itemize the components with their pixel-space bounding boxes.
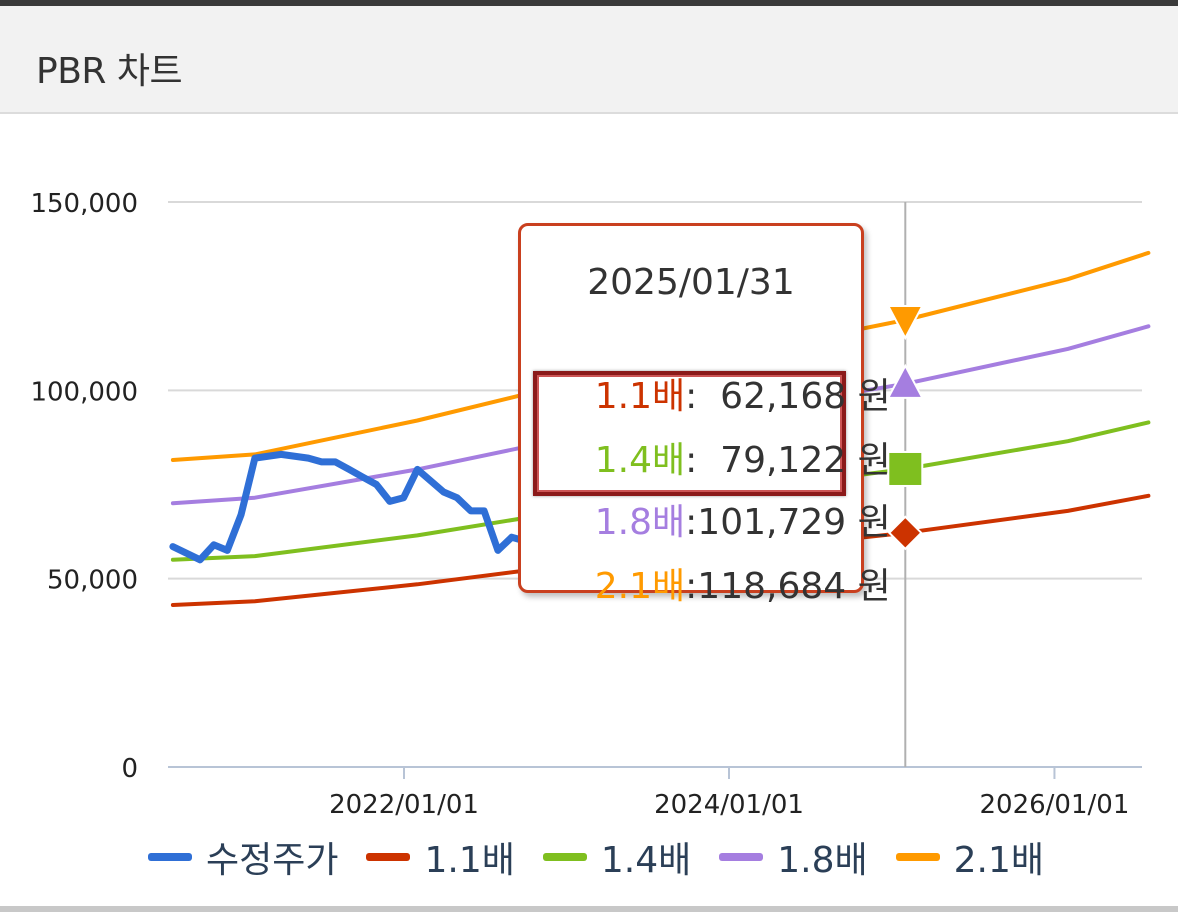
tooltip-date: 2025/01/31 xyxy=(587,262,795,303)
legend-swatch xyxy=(719,853,764,861)
legend-swatch xyxy=(895,853,940,861)
tooltip-value: 62,168 xyxy=(720,376,847,417)
page-title: PBR 차트 xyxy=(36,51,183,92)
tooltip-label: 1.8배 xyxy=(594,502,686,543)
legend-item-2-1x[interactable]: 2.1배 xyxy=(895,831,1044,883)
tooltip-label: 1.4배 xyxy=(594,440,686,481)
legend-item-1-8x[interactable]: 1.8배 xyxy=(719,831,868,883)
legend-label: 수정주가 xyxy=(206,840,339,881)
marker-square xyxy=(887,450,924,487)
marker-diamond xyxy=(887,515,923,551)
marker-triangle-down xyxy=(886,304,924,341)
tooltip-row-1-4: 1.4배: 79,122 원 xyxy=(549,390,891,524)
tooltip-row-1-1: 1.1배: 62,168 원 xyxy=(549,326,891,460)
tooltip-value: 101,729 xyxy=(697,502,847,543)
chart-header: PBR 차트 xyxy=(0,6,1178,114)
tooltip-label: 1.1배 xyxy=(594,376,686,417)
legend-item-1-4x[interactable]: 1.4배 xyxy=(542,831,692,883)
tooltip-row-2-1: 2.1배:118,684 원 xyxy=(549,516,891,650)
tooltip-unit: 원 xyxy=(846,566,891,607)
y-tick-label: 150,000 xyxy=(30,189,138,219)
tooltip-value: 118,684 xyxy=(697,566,847,607)
tooltip-separator: : xyxy=(685,566,698,607)
legend-swatch xyxy=(366,853,411,861)
tooltip-unit: 원 xyxy=(846,440,891,481)
legend-label: 2.1배 xyxy=(953,840,1044,881)
chart-tooltip: 2025/01/31 1.1배: 62,168 원 1.4배: 79,122 원… xyxy=(518,223,891,607)
tooltip-separator: : xyxy=(685,440,721,481)
x-tick-label: 2022/01/01 xyxy=(329,790,479,820)
y-tick-label: 0 xyxy=(121,754,138,784)
tooltip-unit: 원 xyxy=(846,502,891,543)
tooltip-separator: : xyxy=(685,376,721,417)
marker-triangle-up xyxy=(886,363,924,399)
legend-item-1-1x[interactable]: 1.1배 xyxy=(366,831,515,883)
tooltip-separator: : xyxy=(685,502,698,543)
series-line-price xyxy=(169,450,543,564)
x-tick-label: 2024/01/01 xyxy=(654,790,804,820)
tooltip-unit: 원 xyxy=(846,376,891,417)
x-tick-label: 2026/01/01 xyxy=(980,790,1130,820)
bottom-border xyxy=(0,906,1178,912)
y-tick-label: 50,000 xyxy=(47,566,138,596)
y-tick-label: 100,000 xyxy=(30,377,138,407)
chart-legend: 수정주가 1.1배 1.4배 1.8배 2.1배 xyxy=(148,832,1072,882)
tooltip-row-1-8: 1.8배:101,729 원 xyxy=(549,452,891,586)
top-border xyxy=(0,0,1178,6)
legend-label: 1.1배 xyxy=(424,840,515,881)
legend-swatch xyxy=(542,853,587,861)
legend-label: 1.8배 xyxy=(777,840,868,881)
tooltip-label: 2.1배 xyxy=(594,566,686,607)
legend-swatch xyxy=(148,853,192,861)
tooltip-value: 79,122 xyxy=(720,440,847,481)
tooltip-highlight-box xyxy=(533,371,846,496)
legend-item-adjusted-price[interactable]: 수정주가 xyxy=(148,831,338,883)
legend-label: 1.4배 xyxy=(600,840,692,881)
